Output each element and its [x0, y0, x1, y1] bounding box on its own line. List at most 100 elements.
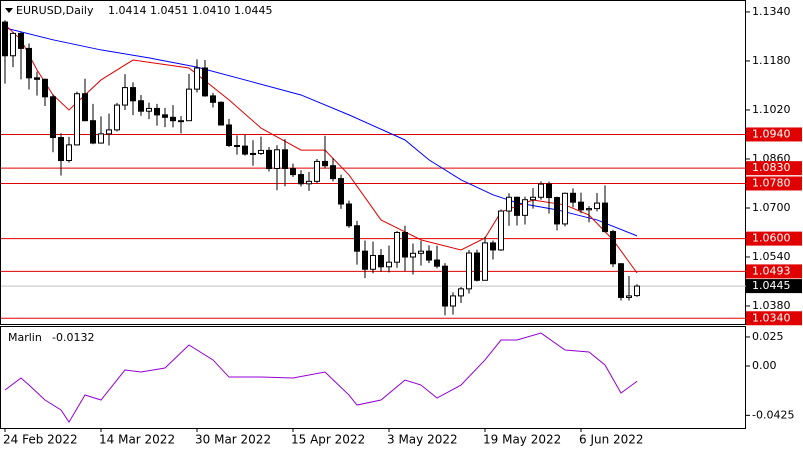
moving-average: [4, 27, 638, 237]
candle-body: [490, 242, 496, 251]
candle-body: [306, 180, 312, 185]
candle-body: [370, 254, 376, 270]
candle-body: [290, 167, 296, 176]
candle-body: [474, 252, 480, 281]
candle-body: [322, 160, 328, 167]
level-label: 1.0493: [752, 264, 791, 277]
x-tick-label: 14 Mar 2022: [99, 433, 175, 447]
candle-body: [634, 285, 640, 297]
level-label-box: [746, 161, 802, 176]
header-ohlc: 1.0451: [150, 4, 189, 17]
candle-body: [426, 250, 432, 261]
candle-body: [234, 144, 240, 147]
candle-body: [186, 88, 192, 122]
indicator-name: Marlin: [8, 331, 42, 344]
candle-body: [98, 133, 104, 144]
y-tick-label: 1.1020: [752, 103, 791, 116]
level-label-box: [746, 264, 802, 279]
candle-body: [2, 21, 8, 57]
header-ohlc: 1.0414: [108, 4, 147, 17]
candle-body: [522, 199, 528, 216]
candle-body: [482, 242, 488, 281]
level-label-box: [746, 127, 802, 142]
candle-body: [330, 165, 336, 180]
candle-body: [90, 120, 96, 144]
candle-body: [66, 144, 72, 162]
candle-body: [546, 183, 552, 199]
candle-body: [138, 100, 144, 112]
candle-body: [210, 95, 216, 103]
candle-body: [162, 114, 168, 118]
candle-body: [266, 149, 272, 169]
candle-body: [82, 93, 88, 122]
y-tick-label: 1.1180: [752, 54, 791, 67]
candle-body: [386, 261, 392, 268]
candle-body: [346, 203, 352, 227]
level-label-box: [746, 231, 802, 246]
candle-body: [178, 120, 184, 123]
candle-body: [58, 137, 64, 162]
candle-body: [50, 96, 56, 139]
y-tick-label: 1.0700: [752, 201, 791, 214]
x-tick-label: 3 May 2022: [387, 433, 458, 447]
candle-body: [434, 259, 440, 267]
level-label: 1.0940: [752, 127, 791, 140]
indicator-line: [4, 332, 638, 424]
candle-body: [226, 124, 232, 146]
candle-body: [586, 208, 592, 211]
y-tick-label: 1.1340: [752, 5, 791, 18]
candle-body: [458, 288, 464, 297]
y-tick-label: -0.0425: [752, 408, 794, 421]
candle-body: [410, 252, 416, 258]
header-ohlc: 1.0410: [192, 4, 231, 17]
candle-body: [74, 93, 80, 146]
candle-body: [378, 254, 384, 268]
candle-body: [338, 178, 344, 205]
level-label: 1.0780: [752, 176, 791, 189]
candle-body: [570, 192, 576, 203]
candle-body: [418, 250, 424, 254]
candle-body: [298, 174, 304, 185]
candle-body: [218, 101, 224, 126]
candle-body: [130, 87, 136, 102]
chart-title: EURUSD,Daily: [16, 4, 94, 17]
candle-body: [538, 183, 544, 198]
candle-body: [114, 104, 120, 131]
candle-body: [122, 87, 128, 106]
current-price-box: [746, 279, 802, 294]
candle-body: [242, 145, 248, 155]
candle-body: [394, 231, 400, 263]
level-label: 1.0340: [752, 311, 791, 324]
candle-body: [514, 196, 520, 216]
level-label-box: [746, 311, 802, 326]
indicator-panel-frame: [0, 326, 746, 429]
candle-body: [146, 107, 152, 112]
candle-body: [154, 107, 160, 116]
menu-triangle[interactable]: [5, 8, 13, 13]
level-label: 1.0830: [752, 161, 791, 174]
candle-body: [610, 231, 616, 265]
candle-body: [506, 196, 512, 212]
candle-body: [362, 250, 368, 270]
candle-body: [106, 129, 112, 135]
candle-body: [594, 202, 600, 210]
candle-body: [202, 67, 208, 97]
candle-body: [354, 225, 360, 252]
candle-body: [442, 265, 448, 307]
indicator-value: -0.0132: [52, 331, 94, 344]
candle-body: [34, 77, 40, 80]
candle-body: [314, 160, 320, 182]
current-price-label: 1.0445: [752, 279, 791, 292]
candle-body: [498, 210, 504, 251]
candle-body: [42, 78, 48, 98]
candle-body: [10, 32, 16, 57]
level-label: 1.0600: [752, 232, 791, 245]
candle-body: [170, 116, 176, 122]
candle-body: [282, 149, 288, 169]
x-tick-label: 24 Feb 2022: [3, 433, 78, 447]
candle-body: [626, 295, 632, 298]
candle-body: [258, 149, 264, 154]
x-tick-label: 19 May 2022: [483, 433, 561, 447]
